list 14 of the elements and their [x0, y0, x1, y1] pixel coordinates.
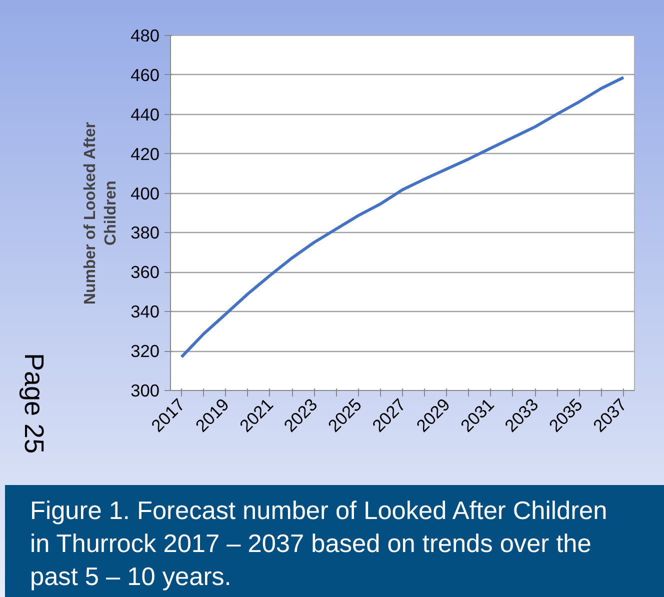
y-tick-label: 320: [130, 341, 160, 362]
y-tick-label: 420: [130, 144, 160, 164]
y-tick-label: 380: [130, 222, 160, 243]
y-tick-label: 460: [130, 64, 160, 85]
y-tick-label: 360: [130, 262, 160, 282]
y-tick-label: 400: [130, 183, 160, 204]
y-tick-label: 480: [130, 26, 160, 46]
line-series: [180, 76, 625, 358]
y-tick-label: 340: [130, 302, 160, 322]
caption: Figure 1. Forecast number of Looked After Children in Thurrock 2017 – 2037 based on trends over the past 5 – 10 years.: [30, 496, 608, 593]
y-axis-title: Number of Looked After Children: [82, 122, 120, 305]
y-tick-label: 440: [130, 104, 160, 124]
y-tick-label: 300: [130, 380, 160, 400]
text: Page 25: [18, 353, 50, 454]
